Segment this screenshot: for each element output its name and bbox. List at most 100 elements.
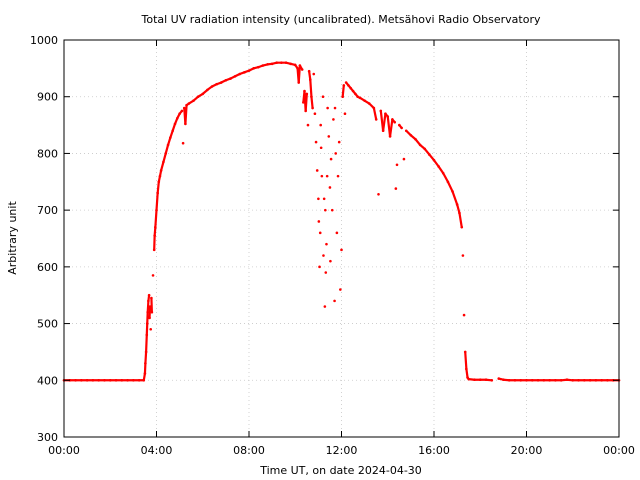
data-point: [337, 140, 341, 144]
x-tick-label: 08:00: [233, 444, 265, 457]
grid-lines: [64, 40, 619, 437]
data-point: [333, 106, 337, 110]
data-point: [324, 271, 328, 274]
x-tick-label: 20:00: [511, 444, 543, 457]
data-point: [313, 112, 317, 116]
data-point: [333, 299, 336, 303]
y-tick-label: 900: [37, 91, 58, 104]
data-point: [402, 157, 406, 161]
data-point: [306, 123, 310, 127]
data-point: [181, 141, 185, 145]
data-point: [327, 135, 331, 138]
data-point: [322, 254, 325, 257]
x-axis-label: Time UT, on date 2024-04-30: [259, 464, 422, 477]
data-point: [323, 305, 327, 308]
data-point: [319, 123, 322, 127]
data-point: [321, 95, 325, 99]
data-point: [460, 225, 464, 229]
x-tick-label: 00:00: [48, 444, 80, 457]
data-trace-segment: [437, 165, 445, 175]
data-trace-segment: [446, 180, 454, 193]
data-point: [319, 146, 323, 150]
data-trace-segment: [156, 180, 160, 195]
data-point: [400, 126, 403, 130]
y-axis-ticks: 300 400 500 600 700 800 900 1000: [30, 34, 619, 444]
x-tick-label: 04:00: [141, 444, 173, 457]
y-tick-label: 1000: [30, 34, 58, 47]
data-trace-segment: [341, 84, 345, 98]
data-point: [317, 220, 321, 223]
data-point: [149, 327, 153, 331]
y-axis-label: Arbitrary unit: [6, 201, 19, 275]
data-point: [311, 106, 314, 110]
data-point: [340, 248, 343, 252]
data-point: [332, 118, 335, 121]
data-point: [305, 92, 309, 96]
data-point: [300, 68, 304, 71]
data-point: [462, 313, 466, 317]
data-trace-segment: [451, 190, 459, 206]
data-point: [336, 174, 340, 178]
y-tick-label: 800: [37, 147, 58, 160]
x-tick-label: 00:00: [603, 444, 635, 457]
data-point: [395, 163, 399, 167]
data-point: [324, 208, 327, 212]
data-trace-segment: [442, 172, 449, 183]
data-point: [322, 197, 326, 201]
data-point: [334, 152, 338, 155]
data-trace-segment: [382, 112, 387, 132]
data-point: [335, 231, 339, 235]
x-axis-ticks: 00:00 04:00 08:00 12:00 16:00 20:00 00:00: [48, 40, 635, 457]
data-trace-segment: [144, 333, 148, 354]
data-point: [318, 231, 322, 235]
data-trace-segment: [388, 118, 394, 138]
data-point: [490, 378, 494, 382]
y-tick-label: 500: [37, 318, 58, 331]
data-point: [394, 187, 398, 190]
data-trace-segment: [310, 95, 314, 110]
data-point: [328, 186, 332, 189]
data-trace-segment: [146, 299, 150, 314]
x-tick-label: 16:00: [418, 444, 450, 457]
plot-frame: [63, 39, 620, 438]
data-trace-segment: [153, 226, 157, 237]
data-point: [377, 192, 380, 196]
data-point: [343, 112, 347, 116]
data-point: [393, 120, 396, 124]
y-tick-label: 300: [37, 431, 58, 444]
y-tick-label: 600: [37, 261, 58, 274]
data-point: [314, 140, 318, 144]
data-trace-segment: [372, 106, 378, 121]
data-point: [330, 208, 334, 212]
data-point: [329, 259, 332, 263]
data-point: [461, 254, 465, 257]
data-trace-segment: [155, 192, 159, 212]
data-point: [339, 288, 342, 291]
y-tick-label: 700: [37, 204, 58, 217]
data-point: [325, 174, 329, 178]
data-trace-segment: [297, 64, 301, 84]
data-trace-segment: [154, 209, 158, 229]
data-point: [147, 293, 151, 297]
data-point: [329, 157, 333, 161]
data-trace-segment: [184, 104, 188, 126]
data-trace-segment: [456, 203, 461, 215]
data-points: [62, 61, 621, 382]
chart-title: Total UV radiation intensity (uncalibrat…: [141, 13, 541, 26]
data-point: [312, 72, 316, 76]
data-point: [326, 106, 329, 110]
data-point: [180, 109, 184, 113]
data-trace-segment: [308, 70, 312, 81]
data-point: [320, 174, 324, 178]
data-trace-segment: [465, 367, 469, 379]
x-tick-label: 12:00: [326, 444, 358, 457]
data-point: [325, 242, 328, 246]
data-point: [151, 274, 155, 277]
data-trace-segment: [464, 350, 468, 371]
data-point: [315, 169, 319, 172]
data-trace-segment: [144, 350, 148, 365]
data-trace-segment: [304, 92, 308, 112]
y-tick-label: 400: [37, 374, 58, 387]
data-point: [150, 310, 154, 314]
